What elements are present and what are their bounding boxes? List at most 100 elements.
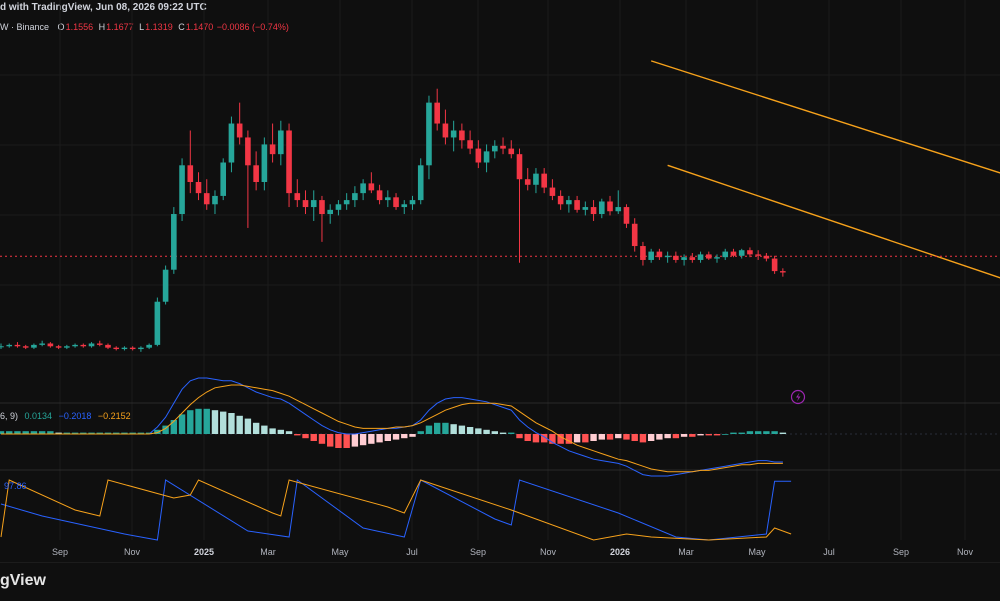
candle-body — [516, 154, 523, 180]
candle-body — [401, 204, 408, 208]
macd-hist-bar — [104, 432, 112, 434]
candle-body — [162, 269, 169, 302]
candle — [195, 172, 202, 201]
macd-hist-bar — [121, 432, 128, 434]
candle — [360, 179, 366, 201]
macd-hist-bar — [335, 434, 342, 448]
candle — [179, 158, 185, 221]
candle — [171, 207, 177, 274]
candle-body — [442, 123, 449, 138]
macd-legend: 6, 9) 0.0134 −0.2018 −0.2152 — [0, 411, 131, 421]
candle-body — [352, 193, 358, 201]
candle — [566, 195, 572, 213]
candle — [500, 137, 506, 155]
tradingview-logo: gView — [0, 572, 46, 589]
candle — [55, 344, 62, 350]
alert-icon[interactable] — [790, 389, 806, 405]
x-tick-label: Sep — [52, 547, 68, 557]
candle-body — [55, 346, 62, 348]
candle-body — [722, 251, 729, 258]
candle — [673, 251, 679, 263]
candle — [401, 200, 408, 215]
macd-hist-bar — [730, 432, 737, 434]
candle — [582, 201, 589, 216]
macd-hist-bar — [689, 434, 696, 437]
macd-hist-bar — [277, 429, 285, 434]
candle — [459, 123, 465, 149]
macd-hist-bar — [47, 431, 54, 434]
macd-hist-bar — [697, 434, 704, 436]
candle-body — [88, 343, 95, 347]
candle-body — [121, 347, 128, 350]
oscillator-value: 97.86 — [4, 481, 27, 491]
candle-body — [343, 200, 350, 205]
candle-body — [228, 123, 235, 163]
signal-line — [1, 384, 783, 473]
candle — [319, 195, 325, 242]
macd-hist-bar — [170, 420, 178, 434]
candle — [705, 251, 712, 260]
macd-hist-bar — [343, 434, 350, 448]
candle — [212, 190, 218, 215]
candle — [780, 268, 786, 277]
macd-hist-bar — [285, 431, 293, 434]
candle-body — [574, 200, 580, 210]
candle — [88, 342, 95, 348]
macd-hist-bar — [38, 431, 46, 434]
candle-body — [631, 223, 638, 247]
x-axis-ticks: Sep Nov 2025 Mar May Jul Sep Nov 2026 Mar May Jul Se… — [52, 547, 974, 557]
candle — [203, 179, 210, 210]
macd-hist-bar — [466, 427, 474, 434]
candle-body — [673, 255, 679, 260]
channel-lower-line — [667, 164, 1000, 279]
candle — [434, 88, 440, 131]
macd-hist-bar — [22, 431, 29, 434]
macd-hist-bar — [771, 431, 778, 434]
macd-hist-bar — [508, 432, 515, 434]
macd-hist-bar — [244, 418, 252, 434]
close-key: C — [178, 22, 185, 32]
open-value: 1.1556 — [65, 22, 94, 32]
candle — [376, 184, 383, 205]
candle — [607, 195, 613, 216]
candle-body — [714, 257, 720, 259]
macd-hist-bar — [187, 410, 194, 434]
candle-body — [96, 343, 103, 345]
candle — [492, 140, 498, 159]
x-tick-label: Mar — [260, 547, 276, 557]
candlesticks — [0, 88, 786, 352]
macd-hist-bar — [88, 432, 95, 434]
oscillator-line-2 — [0, 479, 792, 541]
price-chart[interactable]: Sep Nov 2025 Mar May Jul Sep Nov 2026 Mar May Jul Se… — [0, 0, 1000, 562]
candle-body — [327, 209, 333, 215]
candle — [14, 342, 21, 348]
candle-body — [14, 344, 21, 347]
macd-params: 6, 9) — [0, 411, 19, 421]
macd-hist-bar — [754, 431, 762, 434]
candle-body — [105, 344, 111, 348]
candle — [450, 120, 457, 152]
candle — [442, 109, 449, 145]
change-value: −0.0086 (−0.74%) — [216, 22, 289, 32]
macd-hist-bar — [318, 434, 326, 444]
candle — [162, 265, 169, 305]
candle-body — [557, 195, 564, 205]
macd-hist-bar — [491, 431, 498, 434]
candle-body — [738, 250, 745, 256]
candle — [426, 95, 432, 180]
candle — [689, 253, 696, 263]
macd-hist-bar — [623, 434, 630, 440]
candle — [771, 255, 778, 274]
candle — [146, 343, 152, 350]
candle — [640, 241, 646, 266]
candle — [64, 344, 70, 350]
x-tick-label: Nov — [540, 547, 557, 557]
candle — [327, 204, 333, 224]
candle — [0, 343, 4, 350]
candle — [352, 186, 358, 208]
candle-body — [319, 200, 325, 215]
candle-body — [253, 165, 259, 182]
candle — [524, 168, 531, 191]
candle — [590, 200, 597, 221]
x-tick-label: Mar — [678, 547, 694, 557]
